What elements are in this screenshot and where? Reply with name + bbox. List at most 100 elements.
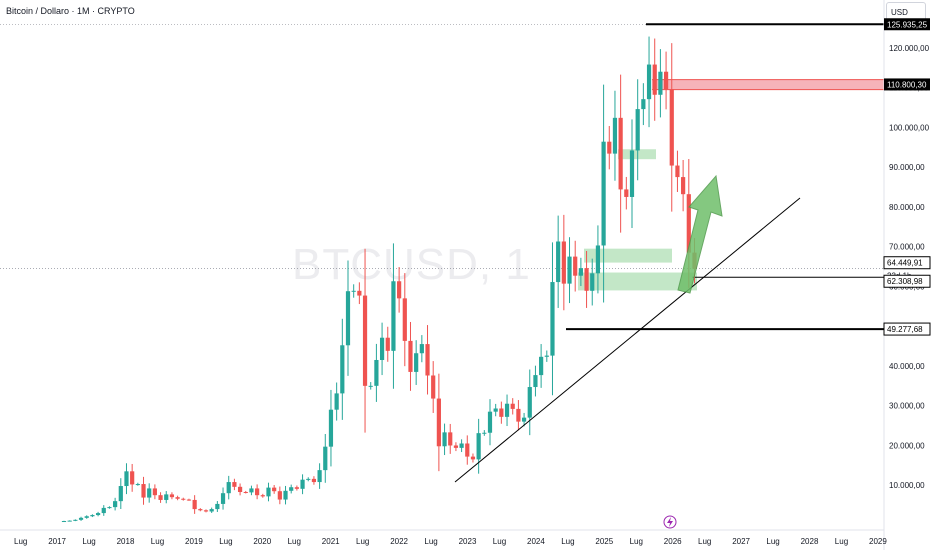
candle-body: [374, 359, 379, 386]
y-tick-label: 70.000,00: [889, 243, 925, 252]
candle-body: [402, 298, 407, 341]
candle-body: [590, 273, 595, 291]
candle-body: [368, 385, 373, 387]
x-tick-label: Lug: [82, 537, 95, 546]
x-tick-label: 2017: [48, 537, 66, 546]
candle-body: [658, 71, 663, 95]
candle-body: [539, 356, 544, 376]
y-tick-label: 40.000,00: [889, 362, 925, 371]
candle-body: [334, 393, 339, 410]
candle-body: [601, 141, 606, 246]
candle-body: [249, 488, 254, 493]
candle-body: [436, 398, 441, 447]
candle-body: [414, 353, 419, 372]
x-tick-label: Lug: [424, 537, 437, 546]
candle-body: [556, 241, 561, 283]
price-tag-resistance-bg: [884, 78, 930, 91]
x-tick-label: 2026: [664, 537, 682, 546]
candle-body: [453, 445, 459, 448]
candle-body: [277, 491, 282, 500]
y-tick-label: 100.000,00: [889, 123, 930, 132]
x-tick-label: 2023: [459, 537, 477, 546]
chart-candles: [61, 36, 697, 523]
candle-body: [385, 337, 390, 351]
y-tick-label: 80.000,00: [889, 203, 925, 212]
candle-body: [340, 345, 345, 394]
candle-body: [641, 99, 646, 110]
candle-body: [618, 117, 623, 190]
candle-body: [612, 117, 618, 154]
candle-body: [260, 495, 265, 497]
candle-body: [215, 503, 220, 510]
x-tick-label: 2024: [527, 537, 545, 546]
price-tag-current-bg: [883, 256, 931, 270]
candle-body: [152, 488, 157, 496]
candle-body: [357, 290, 362, 296]
candle-body: [646, 64, 652, 100]
candle-body: [442, 432, 447, 447]
x-tick-label: 2021: [322, 537, 340, 546]
candle-body: [493, 408, 498, 412]
candle-body: [629, 150, 635, 197]
candle-body: [141, 484, 146, 498]
candle-body: [175, 497, 180, 499]
x-tick-label: 2029: [869, 537, 887, 546]
green-zone-low: [578, 272, 697, 291]
candle-body: [408, 340, 413, 372]
candle-body: [266, 487, 271, 497]
candle-body: [459, 443, 464, 448]
candle-body: [521, 417, 527, 422]
candle-body: [158, 495, 163, 500]
candle-body: [652, 64, 657, 95]
candle-body: [220, 493, 226, 504]
y-tick-label: 120.000,00: [889, 44, 930, 53]
candle-body: [635, 109, 640, 151]
candle-body: [567, 256, 572, 284]
x-tick-label: Lug: [356, 537, 369, 546]
candle-body: [584, 268, 589, 291]
candle-body: [226, 482, 231, 494]
candle-body: [169, 494, 175, 498]
x-tick-label: Lug: [14, 537, 27, 546]
x-tick-label: 2027: [732, 537, 750, 546]
y-tick-label: 90.000,00: [889, 163, 925, 172]
candle-body: [681, 177, 686, 195]
x-tick-label: Lug: [288, 537, 301, 546]
candle-body: [527, 387, 532, 418]
candle-body: [118, 486, 123, 502]
candle-body: [419, 344, 424, 354]
currency-button[interactable]: USD: [886, 2, 926, 22]
x-tick-label: Lug: [151, 537, 164, 546]
x-tick-label: 2022: [390, 537, 408, 546]
candle-body: [272, 487, 277, 492]
candle-body: [669, 89, 674, 166]
green-zone-upper: [618, 149, 656, 160]
candle-body: [203, 510, 209, 512]
price-tag-high-bg: [884, 18, 930, 31]
candle-body: [465, 443, 470, 457]
price-tag-support-low-bg: [883, 322, 931, 336]
candle-body: [544, 355, 549, 357]
y-tick-label: 20.000,00: [889, 441, 925, 450]
candle-body: [181, 498, 186, 500]
candle-body: [499, 408, 504, 417]
up-arrow: [677, 174, 723, 294]
candle-body: [95, 513, 101, 516]
candle-body: [317, 470, 322, 483]
candle-body: [198, 509, 203, 511]
candle-body: [283, 490, 288, 500]
x-tick-label: Lug: [561, 537, 574, 546]
candle-body: [124, 471, 129, 487]
resistance-zone: [652, 79, 884, 90]
candle-body: [73, 519, 78, 521]
x-tick-label: Lug: [766, 537, 779, 546]
candle-body: [209, 509, 214, 512]
candle-body: [78, 517, 84, 520]
candle-body: [470, 456, 476, 460]
candle-body: [624, 189, 629, 197]
candle-body: [663, 71, 669, 90]
candle-body: [101, 507, 106, 514]
candle-body: [573, 256, 578, 276]
